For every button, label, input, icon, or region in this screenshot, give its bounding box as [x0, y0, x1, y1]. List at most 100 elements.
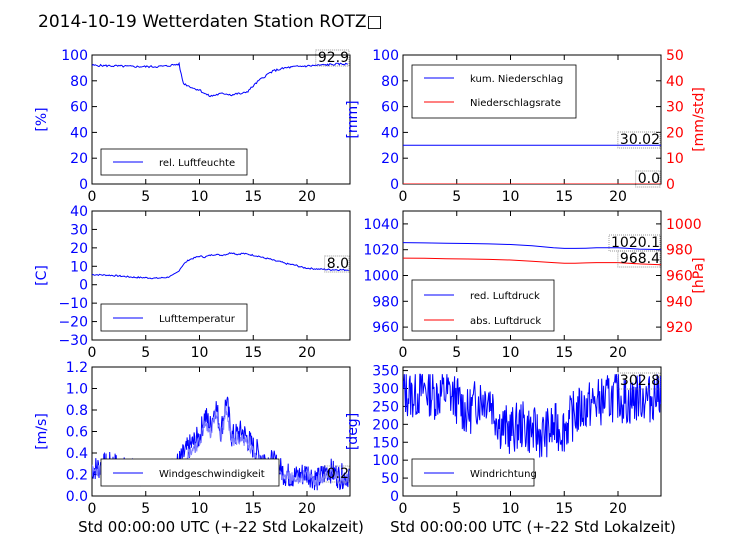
panel-6-frame — [402, 366, 662, 497]
panel-1-xtick-label: 20 — [298, 189, 316, 205]
panel-6-ytick-label: 300 — [372, 382, 399, 398]
panel-3-ytick-label: −30 — [58, 333, 88, 349]
panel-4-y2tick-label: 940 — [666, 294, 693, 310]
panel-3-legend-label: Lufttemperatur — [159, 314, 236, 325]
panel-4-legend-label: red. Luftdruck — [470, 291, 540, 302]
panel-2-ytick-label: 60 — [381, 100, 399, 116]
panel-2-last-value-box — [617, 131, 661, 149]
panel-4-y2tick-label: 920 — [666, 320, 693, 336]
panel-4-ytick-label: 1020 — [363, 243, 399, 259]
panel-4-xtick-label: 5 — [452, 345, 461, 361]
panel-5-ylabel: [m/s] — [34, 413, 50, 450]
panel-2-y2tick-label: 0 — [666, 177, 675, 193]
panel-1-ytick-label: 0 — [79, 177, 88, 193]
panel-5-xtick-label: 0 — [88, 501, 97, 517]
panel-4-legend-box — [411, 279, 555, 332]
panel-5-ytick-label: 1.0 — [66, 382, 88, 398]
panel-6-legend-label: Windrichtung — [470, 469, 537, 480]
panel-6-ytick-label: 350 — [372, 364, 399, 380]
panel-3-xtick-label: 20 — [298, 345, 316, 361]
panel-5-legend-label: Windgeschwindigkeit — [159, 469, 265, 480]
panel-1-xtick-label: 5 — [141, 189, 150, 205]
panel-2-xtick-label: 20 — [609, 189, 627, 205]
panel-5-ytick-label: 0.4 — [66, 446, 88, 462]
panel-2-y2tick-label: 30 — [666, 100, 684, 116]
panel-4-series-1-line — [403, 242, 661, 251]
panel-2-y2tick-label: 40 — [666, 74, 684, 90]
panel-5-xtick-label: 10 — [191, 501, 209, 517]
panel-5-ytick-label: 0.0 — [66, 489, 88, 505]
panel-5-last-value-label: 0.2 — [327, 466, 349, 482]
panel-4-y2tick-label: 1000 — [666, 217, 702, 233]
xlabel-right: Std 00:00:00 UTC (+-22 Std Lokalzeit) — [390, 518, 676, 536]
panel-6-xtick-label: 20 — [609, 501, 627, 517]
panel-4-last-value-box — [617, 250, 661, 268]
panel-4-xtick-label: 10 — [502, 345, 520, 361]
panel-2-last-value-box — [635, 170, 661, 188]
panel-5-xtick-label: 15 — [244, 501, 262, 517]
panel-2-last-value-label: 0.0 — [638, 171, 660, 187]
panel-1-ytick-label: 100 — [61, 48, 88, 64]
panel-1-xtick-label: 15 — [244, 189, 262, 205]
panel-4-ytick-label: 980 — [372, 294, 399, 310]
panel-5-last-value-box — [324, 465, 350, 483]
panel-6-ylabel: [deg] — [345, 413, 361, 450]
panel-1-ytick-label: 60 — [70, 100, 88, 116]
panel-3-last-value-box — [324, 255, 350, 273]
panel-3-ytick-label: 0 — [79, 278, 88, 294]
panel-3-xtick-label: 0 — [88, 345, 97, 361]
panel-2-legend-label: Niederschlagsrate — [470, 98, 561, 109]
panel-5-ytick-label: 0.8 — [66, 403, 88, 419]
panel-6-ytick-label: 100 — [372, 453, 399, 469]
panel-6-ytick-label: 200 — [372, 417, 399, 433]
panel-2-xtick-label: 0 — [399, 189, 408, 205]
panel-3-ylabel: [C] — [34, 265, 50, 286]
panel-2-xtick-label: 10 — [502, 189, 520, 205]
panel-2-y2tick-label: 20 — [666, 125, 684, 141]
panel-6-xtick-label: 15 — [555, 501, 573, 517]
panel-4-xtick-label: 20 — [609, 345, 627, 361]
panel-3-ytick-label: 20 — [70, 241, 88, 257]
panel-2-ytick-label: 20 — [381, 151, 399, 167]
panel-4-y2label: [hPa] — [691, 257, 707, 293]
panel-3-xtick-label: 10 — [191, 345, 209, 361]
panel-2-y2tick-label: 50 — [666, 48, 684, 64]
panel-1-series-1-line — [92, 61, 349, 98]
panel-1-ytick-label: 40 — [70, 125, 88, 141]
panel-4-xtick-label: 0 — [399, 345, 408, 361]
panel-6-ytick-label: 0 — [390, 489, 399, 505]
panel-1-ytick-label: 80 — [70, 74, 88, 90]
panel-4-y2tick-label: 960 — [666, 269, 693, 285]
panel-6-ytick-label: 250 — [372, 399, 399, 415]
panel-6-last-value-label: 302.8 — [620, 373, 660, 389]
panel-6-xtick-label: 5 — [452, 501, 461, 517]
panel-1-last-value-box — [315, 49, 350, 67]
panel-2-ytick-label: 80 — [381, 74, 399, 90]
panel-2-y2label: [mm/std] — [691, 87, 707, 152]
panel-3-last-value-label: 8.0 — [327, 256, 349, 272]
panel-3-series-1-line — [92, 252, 350, 280]
panel-3-ytick-label: 10 — [70, 259, 88, 275]
panel-6-ytick-label: 50 — [381, 471, 399, 487]
panel-2-xtick-label: 15 — [555, 189, 573, 205]
panel-2-legend-box — [411, 64, 577, 119]
panel-4-y2tick-label: 980 — [666, 243, 693, 259]
panel-2-ytick-label: 40 — [381, 125, 399, 141]
panel-3-ytick-label: −10 — [58, 296, 88, 312]
panel-5-ytick-label: 0.2 — [66, 468, 88, 484]
panel-6-series-1-line — [403, 373, 661, 458]
panel-3-ytick-label: 40 — [70, 204, 88, 220]
panel-6-last-value-box — [617, 372, 661, 390]
panel-2-ylabel: [mm] — [345, 100, 361, 138]
panel-4-ytick-label: 1000 — [363, 269, 399, 285]
panel-1-legend-label: rel. Luftfeuchte — [159, 158, 235, 169]
panel-4-ytick-label: 960 — [372, 320, 399, 336]
panel-1-last-value-label: 92.9 — [318, 50, 349, 66]
panel-4-legend-label: abs. Luftdruck — [470, 316, 541, 327]
panel-2-xtick-label: 5 — [452, 189, 461, 205]
panel-3-ytick-label: 30 — [70, 222, 88, 238]
panel-2-y2tick-label: 10 — [666, 151, 684, 167]
panel-1-ylabel: [%] — [34, 107, 50, 131]
panel-4-xtick-label: 15 — [555, 345, 573, 361]
